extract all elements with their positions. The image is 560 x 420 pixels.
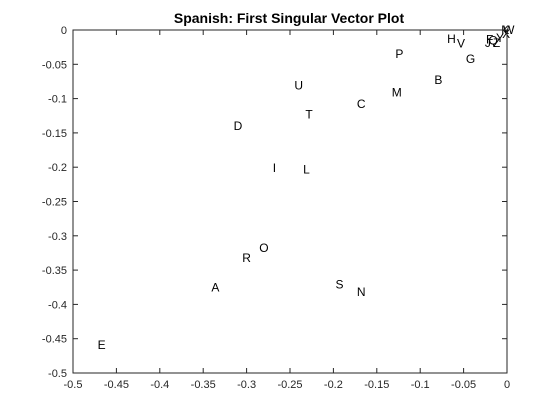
point-label-m: M [392,85,402,99]
point-label-x: X [502,27,510,41]
x-tick-label: -0.35 [191,379,216,391]
y-tick-label: -0.25 [42,197,67,209]
plot-frame [72,29,508,374]
point-label-a: A [211,280,219,294]
point-label-y: Y [496,31,504,45]
point-label-r: R [242,251,251,265]
y-tick-label: -0.2 [48,162,67,174]
point-label-h: H [447,32,456,46]
x-tick-label: -0.25 [277,379,302,391]
point-label-i: I [273,161,276,175]
point-label-j: J [485,36,491,50]
x-tick-label: -0.05 [451,379,476,391]
axis-ticks: -0.5 -0.45 -0.4 -0.35 -0.3 -0.25 -0.2 -0.15 -0.1… [42,25,510,391]
point-label-s: S [335,278,343,292]
point-label-v: V [457,37,465,51]
point-label-p: P [395,47,403,61]
point-label-t: T [305,107,313,121]
x-tick-label: -0.4 [150,379,169,391]
point-label-g: G [466,52,475,66]
point-label-e: E [98,338,106,352]
y-tick-label: -0.5 [48,368,67,380]
chart-title: Spanish: First Singular Vector Plot [174,10,405,26]
x-tick-label: 0 [504,379,510,391]
point-label-n: N [357,285,366,299]
x-tick-label: -0.3 [237,379,256,391]
x-tick-label: -0.45 [104,379,129,391]
y-tick-label: -0.1 [48,94,67,106]
point-label-q: Q [488,33,497,47]
x-tick-label: -0.15 [364,379,389,391]
point-label-z: Z [493,36,500,50]
y-tick-label: -0.4 [48,299,67,311]
point-label-u: U [294,79,303,93]
x-tick-label: -0.1 [411,379,430,391]
x-tick-label: -0.5 [64,379,83,391]
y-tick-label: -0.05 [42,59,67,71]
point-label-w: W [503,23,515,37]
point-label-l: L [303,162,310,176]
y-tick-label: -0.15 [42,128,67,140]
point-label-b: B [434,73,442,87]
y-tick-label: -0.35 [42,265,67,277]
y-tick-label: -0.45 [42,334,67,346]
x-tick-label: -0.2 [324,379,343,391]
point-label-d: D [234,119,243,133]
point-label-c: C [357,97,366,111]
point-label-f: F [486,33,493,47]
point-label-o: O [259,241,268,255]
y-tick-label: -0.3 [48,231,67,243]
y-tick-label: 0 [61,25,67,37]
